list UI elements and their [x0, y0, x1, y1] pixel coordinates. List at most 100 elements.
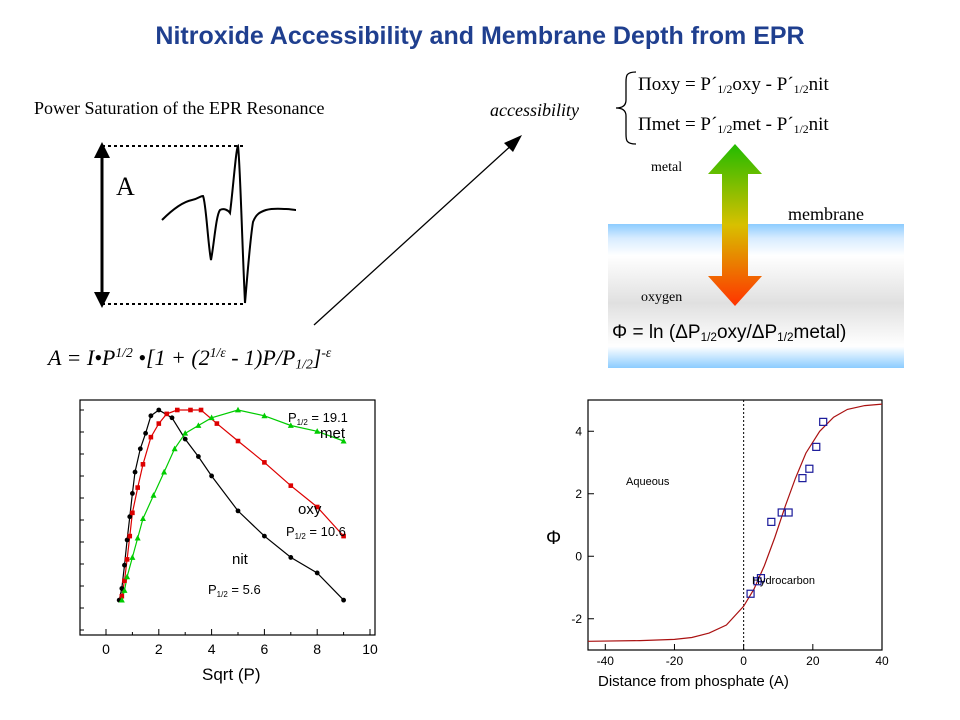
diagonal-arrow [313, 135, 522, 326]
met-data-point [340, 437, 347, 444]
accessibility-label: accessibility [490, 100, 579, 120]
met-data-point [134, 534, 141, 541]
met-data-point [124, 573, 131, 580]
depth-y-axis-label: Φ [546, 528, 561, 549]
depth-data-point [812, 442, 821, 451]
depth-data-point [784, 508, 793, 517]
depth-x-tick-label: -20 [666, 654, 684, 668]
epr-spectrum-diagram [94, 142, 297, 308]
equation-p-exponent: 1/2 [115, 345, 133, 360]
membrane-slab [608, 224, 904, 368]
oxy-data-point [130, 510, 135, 516]
saturation-x-tick-label: 8 [313, 641, 321, 657]
depth-x-tick-label: 20 [806, 654, 820, 668]
nit-data-point [143, 430, 148, 436]
equation-mid: •[1 + (2 [132, 345, 210, 371]
oxy-data-point [262, 460, 267, 465]
nit-data-point [262, 533, 267, 539]
met-data-point [161, 468, 168, 475]
nit-data-point [124, 537, 130, 543]
phi-eq-mid: oxy/ΔP [716, 322, 778, 343]
aqueous-annotation: Aqueous [626, 476, 670, 488]
oxy-data-point [148, 434, 154, 440]
depth-data-point [798, 474, 807, 483]
met-eq-lhs: Πmet = P´ [638, 114, 718, 135]
metal-label: metal [651, 160, 683, 175]
saturation-x-tick-label: 2 [155, 641, 163, 657]
nit-data-point [148, 413, 154, 419]
met-data-point [314, 428, 321, 434]
met-series-label: met [320, 425, 346, 442]
depth-x-tick-label: 0 [740, 654, 747, 668]
met-data-point [287, 422, 294, 428]
oxy-eq-sub1: 1/2 [717, 82, 733, 96]
epr-spectrum-trace [161, 143, 297, 304]
nit-data-point [130, 491, 135, 496]
oxy-data-point [235, 438, 241, 444]
met-data-point [208, 414, 215, 421]
depth-x-axis-label: Distance from phosphate (A) [598, 673, 789, 690]
oxy-eq-lhs: Πoxy = P´ [638, 74, 718, 95]
oxy-data-point [140, 462, 146, 467]
depth-data-point [819, 417, 828, 426]
page-title: Nitroxide Accessibility and Membrane Dep… [155, 22, 805, 50]
met-eq-mid: met - P´ [732, 114, 794, 135]
met-eq-sub1: 1/2 [717, 122, 733, 136]
equation-outer-exponent: -ε [321, 345, 332, 360]
saturation-x-tick-label: 0 [102, 641, 110, 657]
depth-y-tick-label: 0 [575, 549, 582, 563]
nit-data-point [127, 514, 133, 520]
oxy-data-point [156, 421, 162, 426]
met-p-half-label: P1/2 = 19.1 [288, 410, 348, 427]
oxy-data-point [214, 421, 220, 426]
oxy-eq-end: nit [808, 74, 829, 95]
nit-p-half-label: P1/2 = 5.6 [208, 582, 261, 599]
met-data-point [195, 422, 202, 428]
phi-eq-sub1: 1/2 [700, 330, 717, 344]
amplitude-arrow-head-up [94, 142, 110, 158]
nit-data-point [132, 469, 138, 475]
met-data-point [118, 596, 125, 603]
hydrocarbon-annotation: Hydrocarbon [752, 575, 815, 587]
met-eq-end: nit [808, 114, 829, 135]
met-data-point [121, 587, 128, 593]
phi-eq-end: metal) [793, 322, 847, 343]
accessibility-oxy-equation: Πoxy = P´1/2oxy - P´1/2nit [638, 74, 829, 97]
equation-tail: - 1)P/P [225, 345, 296, 371]
nit-data-point [182, 436, 188, 442]
met-data-point [171, 445, 178, 452]
depth-y-tick-label: 4 [575, 424, 582, 438]
amplitude-arrow-head-down [94, 292, 110, 308]
saturation-curve-chart: 0 2 4 6 8 10 P1/2 = 19.1 met oxy P1/2 = 10.6 … [79, 399, 378, 684]
oxy-data-point [135, 485, 140, 490]
met-data-point [182, 430, 189, 436]
met-data-point [235, 406, 241, 413]
depth-data-point [805, 464, 814, 473]
nit-data-point [314, 570, 320, 576]
met-data-point [139, 515, 146, 522]
phi-equation: Φ = ln (ΔP1/2oxy/ΔP1/2metal) [612, 322, 846, 344]
nit-series-label: nit [232, 551, 249, 568]
oxy-eq-mid: oxy - P´ [732, 74, 794, 95]
depth-data-point [756, 574, 766, 583]
oxy-data-point [122, 578, 127, 584]
equation-lhs: A = I•P [48, 345, 116, 371]
saturation-x-tick-label: 10 [362, 641, 378, 657]
oxy-data-point [341, 533, 346, 539]
oxygen-label: oxygen [641, 290, 683, 305]
equation-close: ] [312, 345, 322, 371]
nit-data-point [137, 446, 143, 452]
nit-data-point [169, 415, 175, 421]
nit-data-point [209, 473, 215, 479]
oxy-data-point [314, 504, 320, 510]
oxy-series-label: oxy [298, 501, 322, 518]
accessibility-brace [615, 71, 637, 145]
met-data-point [150, 492, 157, 498]
oxy-data-point [127, 533, 133, 539]
depth-y-tick-label: 2 [575, 487, 582, 501]
oxy-data-point [174, 407, 180, 413]
nit-data-point [341, 597, 346, 603]
oxy-data-point [164, 411, 170, 417]
equation-tail-subscript: 1/2 [295, 356, 313, 372]
accessibility-met-equation: Πmet = P´1/2met - P´1/2nit [638, 114, 829, 137]
